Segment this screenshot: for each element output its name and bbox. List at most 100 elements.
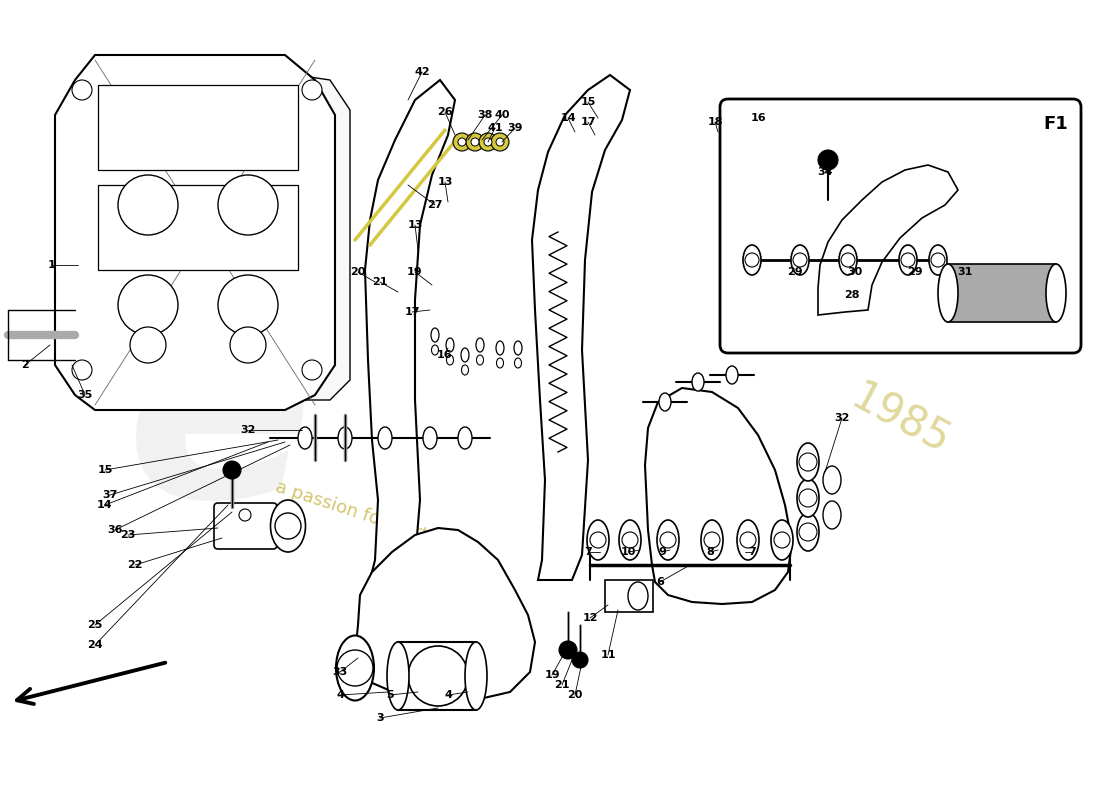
Ellipse shape	[791, 245, 808, 275]
Text: 28: 28	[845, 290, 860, 300]
Ellipse shape	[657, 520, 679, 560]
Text: es: es	[801, 219, 959, 341]
Circle shape	[337, 650, 373, 686]
Circle shape	[72, 80, 92, 100]
Circle shape	[818, 150, 838, 170]
Circle shape	[72, 360, 92, 380]
Ellipse shape	[298, 427, 312, 449]
Ellipse shape	[378, 427, 392, 449]
Text: 15: 15	[97, 465, 112, 475]
Ellipse shape	[447, 355, 453, 365]
Text: 6: 6	[656, 577, 664, 587]
Text: 9: 9	[658, 547, 666, 557]
Circle shape	[901, 253, 915, 267]
Text: a passion for parts 1985: a passion for parts 1985	[273, 478, 487, 562]
Ellipse shape	[930, 245, 947, 275]
Text: e: e	[125, 285, 315, 555]
Ellipse shape	[899, 245, 917, 275]
Text: 20: 20	[350, 267, 365, 277]
Text: 15: 15	[581, 97, 596, 107]
Text: 21: 21	[372, 277, 387, 287]
Text: 19: 19	[407, 267, 422, 277]
Ellipse shape	[938, 264, 958, 322]
Text: 3: 3	[376, 713, 384, 723]
Ellipse shape	[737, 520, 759, 560]
Ellipse shape	[462, 365, 469, 375]
Text: 38: 38	[477, 110, 493, 120]
Text: 1985: 1985	[844, 377, 957, 463]
Text: 13: 13	[438, 177, 453, 187]
Ellipse shape	[692, 373, 704, 391]
Text: F1: F1	[1043, 115, 1068, 133]
Bar	[605, 580, 653, 612]
Circle shape	[230, 327, 266, 363]
Ellipse shape	[476, 355, 484, 365]
Ellipse shape	[496, 358, 504, 368]
Ellipse shape	[458, 427, 472, 449]
Text: 22: 22	[128, 560, 143, 570]
Polygon shape	[155, 60, 350, 400]
Circle shape	[471, 138, 478, 146]
Circle shape	[572, 652, 588, 668]
Text: 20: 20	[568, 690, 583, 700]
Circle shape	[590, 532, 606, 548]
Circle shape	[799, 453, 817, 471]
Bar	[948, 264, 1056, 322]
Polygon shape	[55, 55, 336, 410]
Text: 37: 37	[102, 490, 118, 500]
Bar	[98, 185, 298, 270]
Text: 1: 1	[48, 260, 56, 270]
Text: 32: 32	[834, 413, 849, 423]
Ellipse shape	[496, 341, 504, 355]
Text: 4: 4	[337, 690, 344, 700]
Ellipse shape	[271, 500, 306, 552]
Text: 17: 17	[405, 307, 420, 317]
Ellipse shape	[771, 520, 793, 560]
Text: 36: 36	[108, 525, 123, 535]
Text: 12: 12	[582, 613, 597, 623]
Ellipse shape	[431, 328, 439, 342]
Circle shape	[931, 253, 945, 267]
Circle shape	[302, 360, 322, 380]
Text: 33: 33	[332, 667, 348, 677]
Circle shape	[621, 532, 638, 548]
Ellipse shape	[476, 338, 484, 352]
Polygon shape	[645, 388, 792, 604]
Ellipse shape	[839, 245, 857, 275]
Text: 24: 24	[87, 640, 102, 650]
Ellipse shape	[823, 466, 842, 494]
Circle shape	[130, 327, 166, 363]
Circle shape	[491, 133, 509, 151]
Text: 2: 2	[21, 360, 29, 370]
Text: 40: 40	[494, 110, 509, 120]
Ellipse shape	[798, 443, 820, 481]
Text: 35: 35	[77, 390, 92, 400]
Circle shape	[745, 253, 759, 267]
Circle shape	[118, 175, 178, 235]
Text: 5: 5	[386, 690, 394, 700]
Text: 32: 32	[240, 425, 255, 435]
Text: 16: 16	[437, 350, 453, 360]
Text: 27: 27	[427, 200, 442, 210]
Text: 29: 29	[788, 267, 803, 277]
Text: 13: 13	[407, 220, 422, 230]
Text: 17: 17	[581, 117, 596, 127]
Circle shape	[239, 509, 251, 521]
Ellipse shape	[823, 501, 842, 529]
Ellipse shape	[659, 393, 671, 411]
Text: 26: 26	[437, 107, 453, 117]
Text: 42: 42	[415, 67, 430, 77]
Text: 7: 7	[748, 547, 756, 557]
Circle shape	[275, 513, 301, 539]
Circle shape	[774, 532, 790, 548]
Text: 41: 41	[487, 123, 503, 133]
Ellipse shape	[798, 513, 820, 551]
Text: 16: 16	[750, 113, 766, 123]
Ellipse shape	[446, 338, 454, 352]
Ellipse shape	[461, 348, 469, 362]
Circle shape	[458, 138, 466, 146]
Polygon shape	[365, 80, 455, 580]
Ellipse shape	[514, 341, 522, 355]
Ellipse shape	[387, 642, 409, 710]
Text: 29: 29	[908, 267, 923, 277]
